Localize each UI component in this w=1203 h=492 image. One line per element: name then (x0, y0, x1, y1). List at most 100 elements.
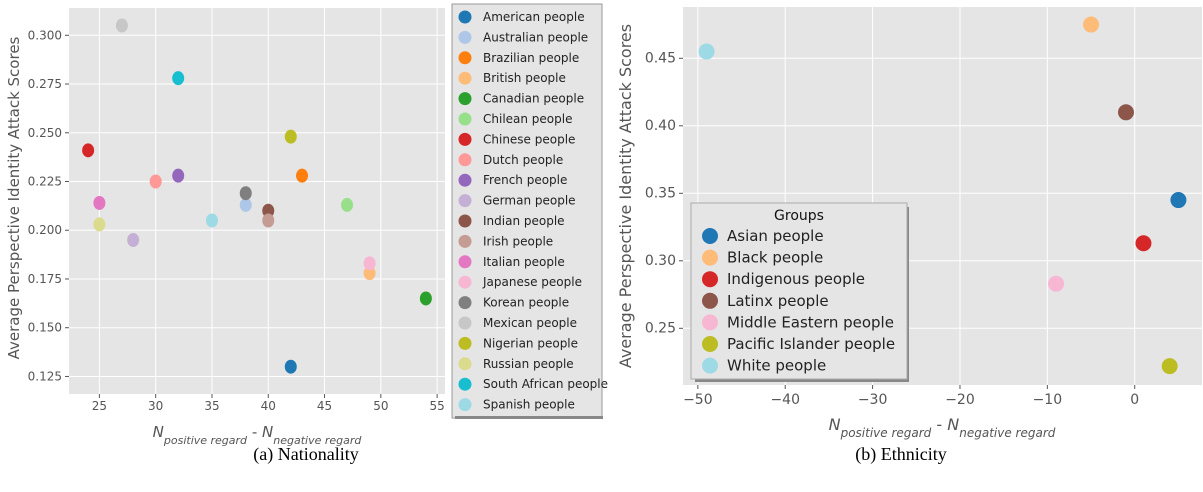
legend-frame-ethnicity (690, 202, 908, 380)
legend-shadow-nationality (455, 416, 603, 419)
legend-marker (458, 173, 472, 187)
data-point (1170, 192, 1187, 209)
data-point (127, 232, 140, 247)
legend-label: Japanese people (482, 275, 582, 289)
legend-marker (458, 336, 472, 350)
plot-area-nationality (69, 8, 445, 394)
legend-marker (458, 357, 472, 371)
legend-label: South African people (483, 377, 608, 391)
data-point (239, 186, 252, 201)
legend-label: Australian people (483, 30, 588, 44)
y-tick-label: 0.275 (28, 77, 62, 91)
y-tick-label: 0.250 (28, 126, 62, 140)
legend-label: Chinese people (483, 132, 575, 146)
x-tick-label: −30 (858, 392, 888, 408)
legend-marker (458, 234, 472, 248)
x-tick-label: −40 (770, 392, 800, 408)
legend-marker (458, 194, 472, 208)
chart-ethnicity: −50 −40 −30 −20 −10 0 0.25 0.30 0.35 0.40 0.45 Ave… (616, 7, 1202, 465)
data-point (262, 203, 275, 218)
legend-label: Indian people (483, 214, 565, 228)
x-label-n2: N (262, 423, 273, 441)
x-tick-label: 35 (204, 399, 219, 413)
x-label-sep-b: - (931, 415, 947, 434)
legend-marker (458, 275, 472, 289)
data-point (172, 71, 185, 86)
y-axis-label-ethnicity: Average Perspective Identity Attack Scor… (616, 24, 635, 368)
legend-label: German people (483, 194, 576, 208)
legend-marker (702, 292, 718, 309)
legend-label: Dutch people (483, 153, 563, 167)
data-point (262, 213, 275, 228)
data-point (93, 217, 106, 232)
legend-label: Chilean people (483, 112, 572, 126)
data-point (1161, 358, 1178, 375)
caption-ethnicity: (b) Ethnicity (855, 444, 946, 465)
legend-label: Spanish people (483, 398, 575, 412)
legend-marker (458, 377, 472, 391)
legend-marker (702, 249, 718, 266)
legend-marker (458, 153, 472, 167)
caption-nationality: (a) Nationality (253, 444, 358, 465)
chart-nationality: 25 30 35 40 45 50 55 0.125 0.150 0.175 0.200 0.225 0… (5, 3, 608, 465)
x-label-n1-b: N (829, 415, 841, 434)
legend-label: American people (483, 10, 585, 24)
legend-marker (458, 255, 472, 269)
legend-marker (702, 314, 718, 331)
y-tick-label: 0.300 (28, 28, 62, 42)
y-tick-label: 0.150 (28, 321, 62, 335)
x-tick-label: 40 (261, 399, 276, 413)
x-label-sep: - (247, 423, 262, 441)
ticks-ethnicity: −50 −40 −30 −20 −10 0 0.25 0.30 0.35 0.40 0.45 (645, 50, 1139, 408)
data-point (1048, 275, 1065, 292)
y-tick-label: 0.45 (645, 50, 676, 66)
x-label-n1: N (153, 423, 164, 441)
x-tick-label: 55 (429, 399, 444, 413)
x-tick-label: 0 (1130, 392, 1139, 408)
legend-label: Indigenous people (727, 270, 865, 288)
data-point (239, 197, 252, 212)
x-axis-label-nationality: Npositive regard - Nnegative regard (153, 423, 363, 447)
legend-marker (458, 112, 472, 126)
legend-marker (458, 214, 472, 228)
data-point (172, 168, 185, 183)
x-axis-label-ethnicity: Npositive regard - Nnegative regard (829, 415, 1056, 440)
data-point (698, 43, 715, 60)
data-point (1135, 235, 1152, 252)
y-tick-label: 0.175 (28, 272, 62, 286)
legend-label: Pacific Islander people (727, 335, 895, 353)
x-label-sub2-b: negative regard (959, 426, 1056, 440)
data-point (341, 197, 354, 212)
x-label-sub1: positive regard (163, 434, 248, 447)
legend-title-ethnicity: Groups (774, 208, 824, 224)
legend-marker (458, 30, 472, 44)
y-tick-label: 0.125 (28, 369, 62, 383)
grid-nationality (69, 8, 445, 394)
data-point (149, 174, 162, 189)
legend-marker (458, 92, 472, 106)
legend-label: British people (483, 71, 566, 85)
y-tick-label: 0.35 (645, 185, 676, 201)
legend-label: French people (483, 173, 567, 187)
data-point (284, 359, 297, 374)
data-point (363, 256, 376, 271)
legend-marker (458, 316, 472, 330)
data-point (82, 143, 95, 158)
data-point (205, 213, 218, 228)
x-label-n2-b: N (947, 415, 959, 434)
legend-label: White people (727, 357, 826, 375)
x-tick-label: 25 (92, 399, 107, 413)
legend-label: Asian people (727, 227, 824, 245)
legend-nationality: American people Australian people Brazilia… (451, 3, 608, 419)
x-tick-label: 50 (373, 399, 388, 413)
points-nationality (82, 18, 432, 374)
x-label-sub2: negative regard (273, 434, 362, 447)
data-point (1083, 16, 1100, 33)
y-tick-label: 0.225 (28, 175, 62, 189)
data-point (93, 195, 106, 210)
data-point (284, 129, 297, 144)
legend-label: Middle Eastern people (727, 313, 894, 331)
points-ethnicity (698, 16, 1187, 375)
y-axis-label-nationality: Average Perspective Identity Attack Scor… (5, 36, 23, 359)
legend-label: Canadian people (483, 92, 584, 106)
